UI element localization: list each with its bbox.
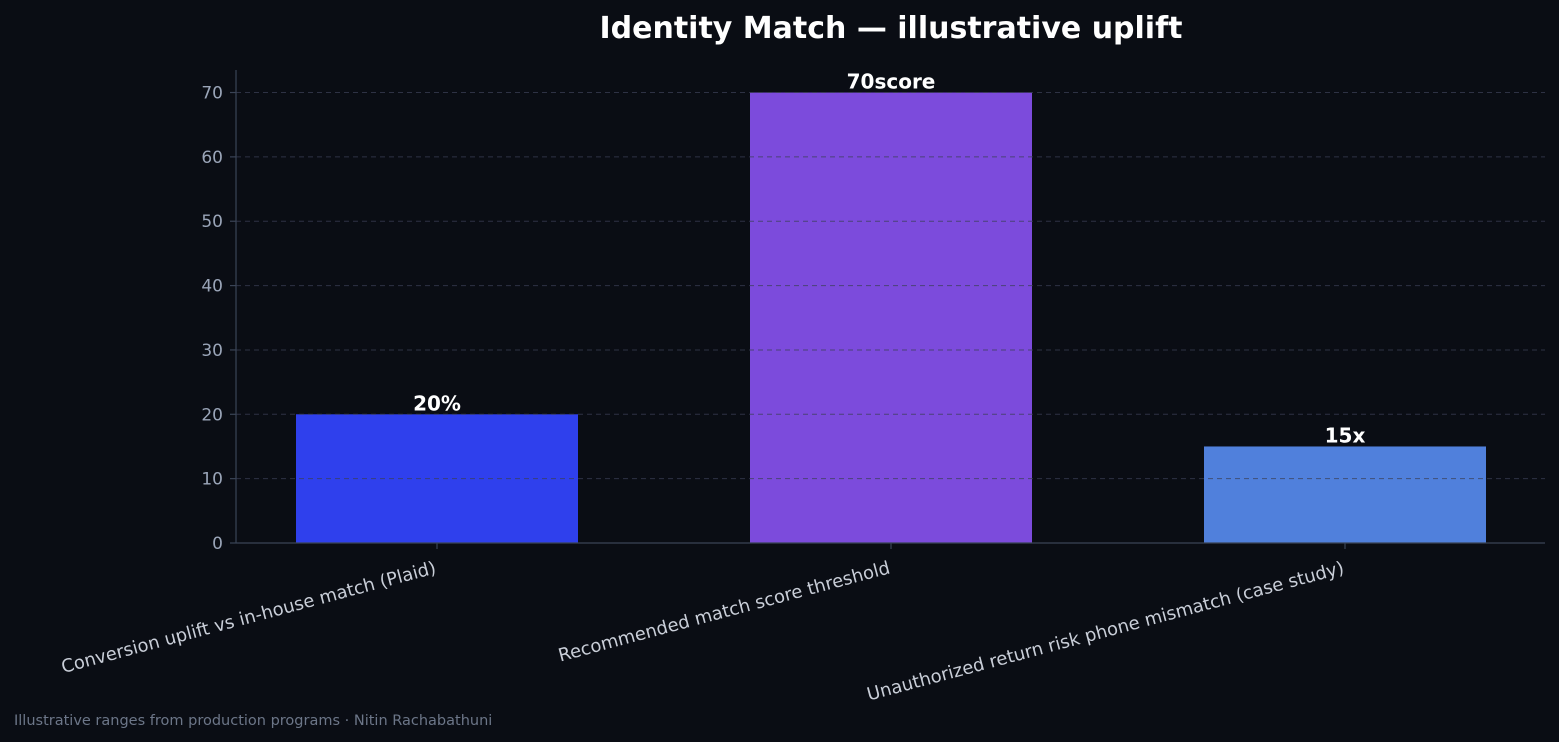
value-label-1: 20%: [413, 391, 461, 415]
value-labels: 20% 70score 15x: [413, 70, 1365, 448]
y-tick-label-50: 50: [201, 212, 223, 232]
value-label-3: 15x: [1325, 423, 1366, 447]
chart-title: Identity Match — illustrative uplift: [600, 11, 1183, 46]
y-axis-ticks: 0 10 20 30 40 50 60 70: [201, 84, 236, 554]
y-tick-label-40: 40: [201, 277, 223, 297]
y-tick-label-10: 10: [201, 470, 223, 490]
bar-3: [1204, 446, 1486, 543]
y-tick-label-0: 0: [212, 534, 223, 554]
y-tick-label-30: 30: [201, 341, 223, 361]
bar-2: [750, 92, 1032, 544]
y-tick-label-60: 60: [201, 148, 223, 168]
footer-credit: Illustrative ranges from production prog…: [14, 713, 492, 729]
gridlines: [236, 92, 1545, 480]
y-tick-label-20: 20: [201, 405, 223, 425]
y-tick-label-70: 70: [201, 84, 223, 104]
value-label-2: 70score: [847, 70, 936, 94]
